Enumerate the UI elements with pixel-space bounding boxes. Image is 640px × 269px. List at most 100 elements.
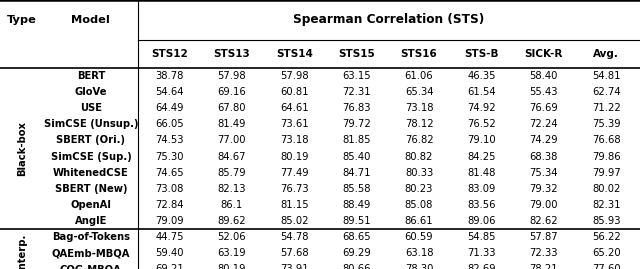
Text: 82.31: 82.31 (592, 200, 621, 210)
Text: 89.62: 89.62 (218, 216, 246, 226)
Text: STS12: STS12 (151, 49, 188, 59)
Text: 54.78: 54.78 (280, 232, 308, 242)
Text: USE: USE (80, 103, 102, 113)
Text: 82.62: 82.62 (529, 216, 558, 226)
Text: 86.1: 86.1 (221, 200, 243, 210)
Text: 86.61: 86.61 (404, 216, 433, 226)
Text: 81.85: 81.85 (342, 136, 371, 146)
Text: 76.73: 76.73 (280, 184, 308, 194)
Text: 60.59: 60.59 (404, 232, 433, 242)
Text: 74.92: 74.92 (467, 103, 496, 113)
Text: 80.19: 80.19 (218, 264, 246, 269)
Text: 68.38: 68.38 (530, 151, 558, 161)
Text: 38.78: 38.78 (156, 71, 184, 81)
Text: 85.79: 85.79 (218, 168, 246, 178)
Text: 67.80: 67.80 (218, 103, 246, 113)
Text: 79.32: 79.32 (529, 184, 558, 194)
Text: 83.56: 83.56 (467, 200, 496, 210)
Text: Avg.: Avg. (593, 49, 619, 59)
Text: 85.58: 85.58 (342, 184, 371, 194)
Text: 79.10: 79.10 (467, 136, 496, 146)
Text: 77.49: 77.49 (280, 168, 308, 178)
Text: 79.97: 79.97 (592, 168, 621, 178)
Text: 79.86: 79.86 (592, 151, 621, 161)
Text: 76.82: 76.82 (404, 136, 433, 146)
Text: 76.69: 76.69 (529, 103, 558, 113)
Text: 72.31: 72.31 (342, 87, 371, 97)
Text: 73.91: 73.91 (280, 264, 308, 269)
Text: 81.48: 81.48 (467, 168, 495, 178)
Text: 80.02: 80.02 (592, 184, 620, 194)
Text: 85.93: 85.93 (592, 216, 621, 226)
Text: 64.49: 64.49 (155, 103, 184, 113)
Text: 84.25: 84.25 (467, 151, 496, 161)
Text: 55.43: 55.43 (529, 87, 558, 97)
Text: STS16: STS16 (401, 49, 437, 59)
Text: 72.33: 72.33 (529, 248, 558, 258)
Text: 85.08: 85.08 (405, 200, 433, 210)
Text: SBERT (Ori.): SBERT (Ori.) (56, 136, 125, 146)
Text: 76.83: 76.83 (342, 103, 371, 113)
Text: 57.98: 57.98 (280, 71, 308, 81)
Text: 82.13: 82.13 (218, 184, 246, 194)
Text: 74.29: 74.29 (529, 136, 558, 146)
Text: STS-B: STS-B (464, 49, 499, 59)
Text: 80.66: 80.66 (342, 264, 371, 269)
Text: 44.75: 44.75 (155, 232, 184, 242)
Text: 57.68: 57.68 (280, 248, 308, 258)
Text: 72.84: 72.84 (155, 200, 184, 210)
Text: 54.81: 54.81 (592, 71, 621, 81)
Text: 65.34: 65.34 (404, 87, 433, 97)
Text: 57.98: 57.98 (218, 71, 246, 81)
Text: 80.82: 80.82 (405, 151, 433, 161)
Text: 56.22: 56.22 (592, 232, 621, 242)
Text: Spearman Correlation (STS): Spearman Correlation (STS) (294, 13, 484, 26)
Text: Model: Model (72, 15, 110, 25)
Text: STS14: STS14 (276, 49, 313, 59)
Text: 73.08: 73.08 (156, 184, 184, 194)
Text: 57.87: 57.87 (529, 232, 558, 242)
Text: 69.29: 69.29 (342, 248, 371, 258)
Text: 58.40: 58.40 (530, 71, 558, 81)
Text: 81.15: 81.15 (280, 200, 308, 210)
Text: AnglE: AnglE (75, 216, 107, 226)
Text: 76.52: 76.52 (467, 119, 496, 129)
Text: 85.02: 85.02 (280, 216, 308, 226)
Text: BERT: BERT (77, 71, 105, 81)
Text: GloVe: GloVe (75, 87, 107, 97)
Text: 77.00: 77.00 (218, 136, 246, 146)
Text: Interp.: Interp. (17, 234, 27, 269)
Text: 89.51: 89.51 (342, 216, 371, 226)
Text: 71.22: 71.22 (592, 103, 621, 113)
Text: 54.85: 54.85 (467, 232, 496, 242)
Text: 88.49: 88.49 (342, 200, 371, 210)
Text: 73.61: 73.61 (280, 119, 308, 129)
Text: 79.00: 79.00 (529, 200, 558, 210)
Text: 79.09: 79.09 (155, 216, 184, 226)
Text: 69.16: 69.16 (218, 87, 246, 97)
Text: 66.05: 66.05 (155, 119, 184, 129)
Text: 75.30: 75.30 (155, 151, 184, 161)
Text: SimCSE (Sup.): SimCSE (Sup.) (51, 151, 131, 161)
Text: QAEmb-MBQA: QAEmb-MBQA (52, 248, 130, 258)
Text: 63.19: 63.19 (218, 248, 246, 258)
Text: 79.72: 79.72 (342, 119, 371, 129)
Text: 54.64: 54.64 (155, 87, 184, 97)
Text: STS15: STS15 (339, 49, 375, 59)
Text: 85.40: 85.40 (342, 151, 371, 161)
Text: 72.24: 72.24 (529, 119, 558, 129)
Text: 60.81: 60.81 (280, 87, 308, 97)
Text: 63.15: 63.15 (342, 71, 371, 81)
Text: 84.71: 84.71 (342, 168, 371, 178)
Text: 68.65: 68.65 (342, 232, 371, 242)
Text: 78.12: 78.12 (404, 119, 433, 129)
Text: 75.39: 75.39 (592, 119, 621, 129)
Text: 80.19: 80.19 (280, 151, 308, 161)
Text: 76.68: 76.68 (592, 136, 621, 146)
Text: 78.30: 78.30 (405, 264, 433, 269)
Text: 82.69: 82.69 (467, 264, 496, 269)
Text: 84.67: 84.67 (218, 151, 246, 161)
Text: 59.40: 59.40 (155, 248, 184, 258)
Text: WhitenedCSE: WhitenedCSE (53, 168, 129, 178)
Text: 69.21: 69.21 (155, 264, 184, 269)
